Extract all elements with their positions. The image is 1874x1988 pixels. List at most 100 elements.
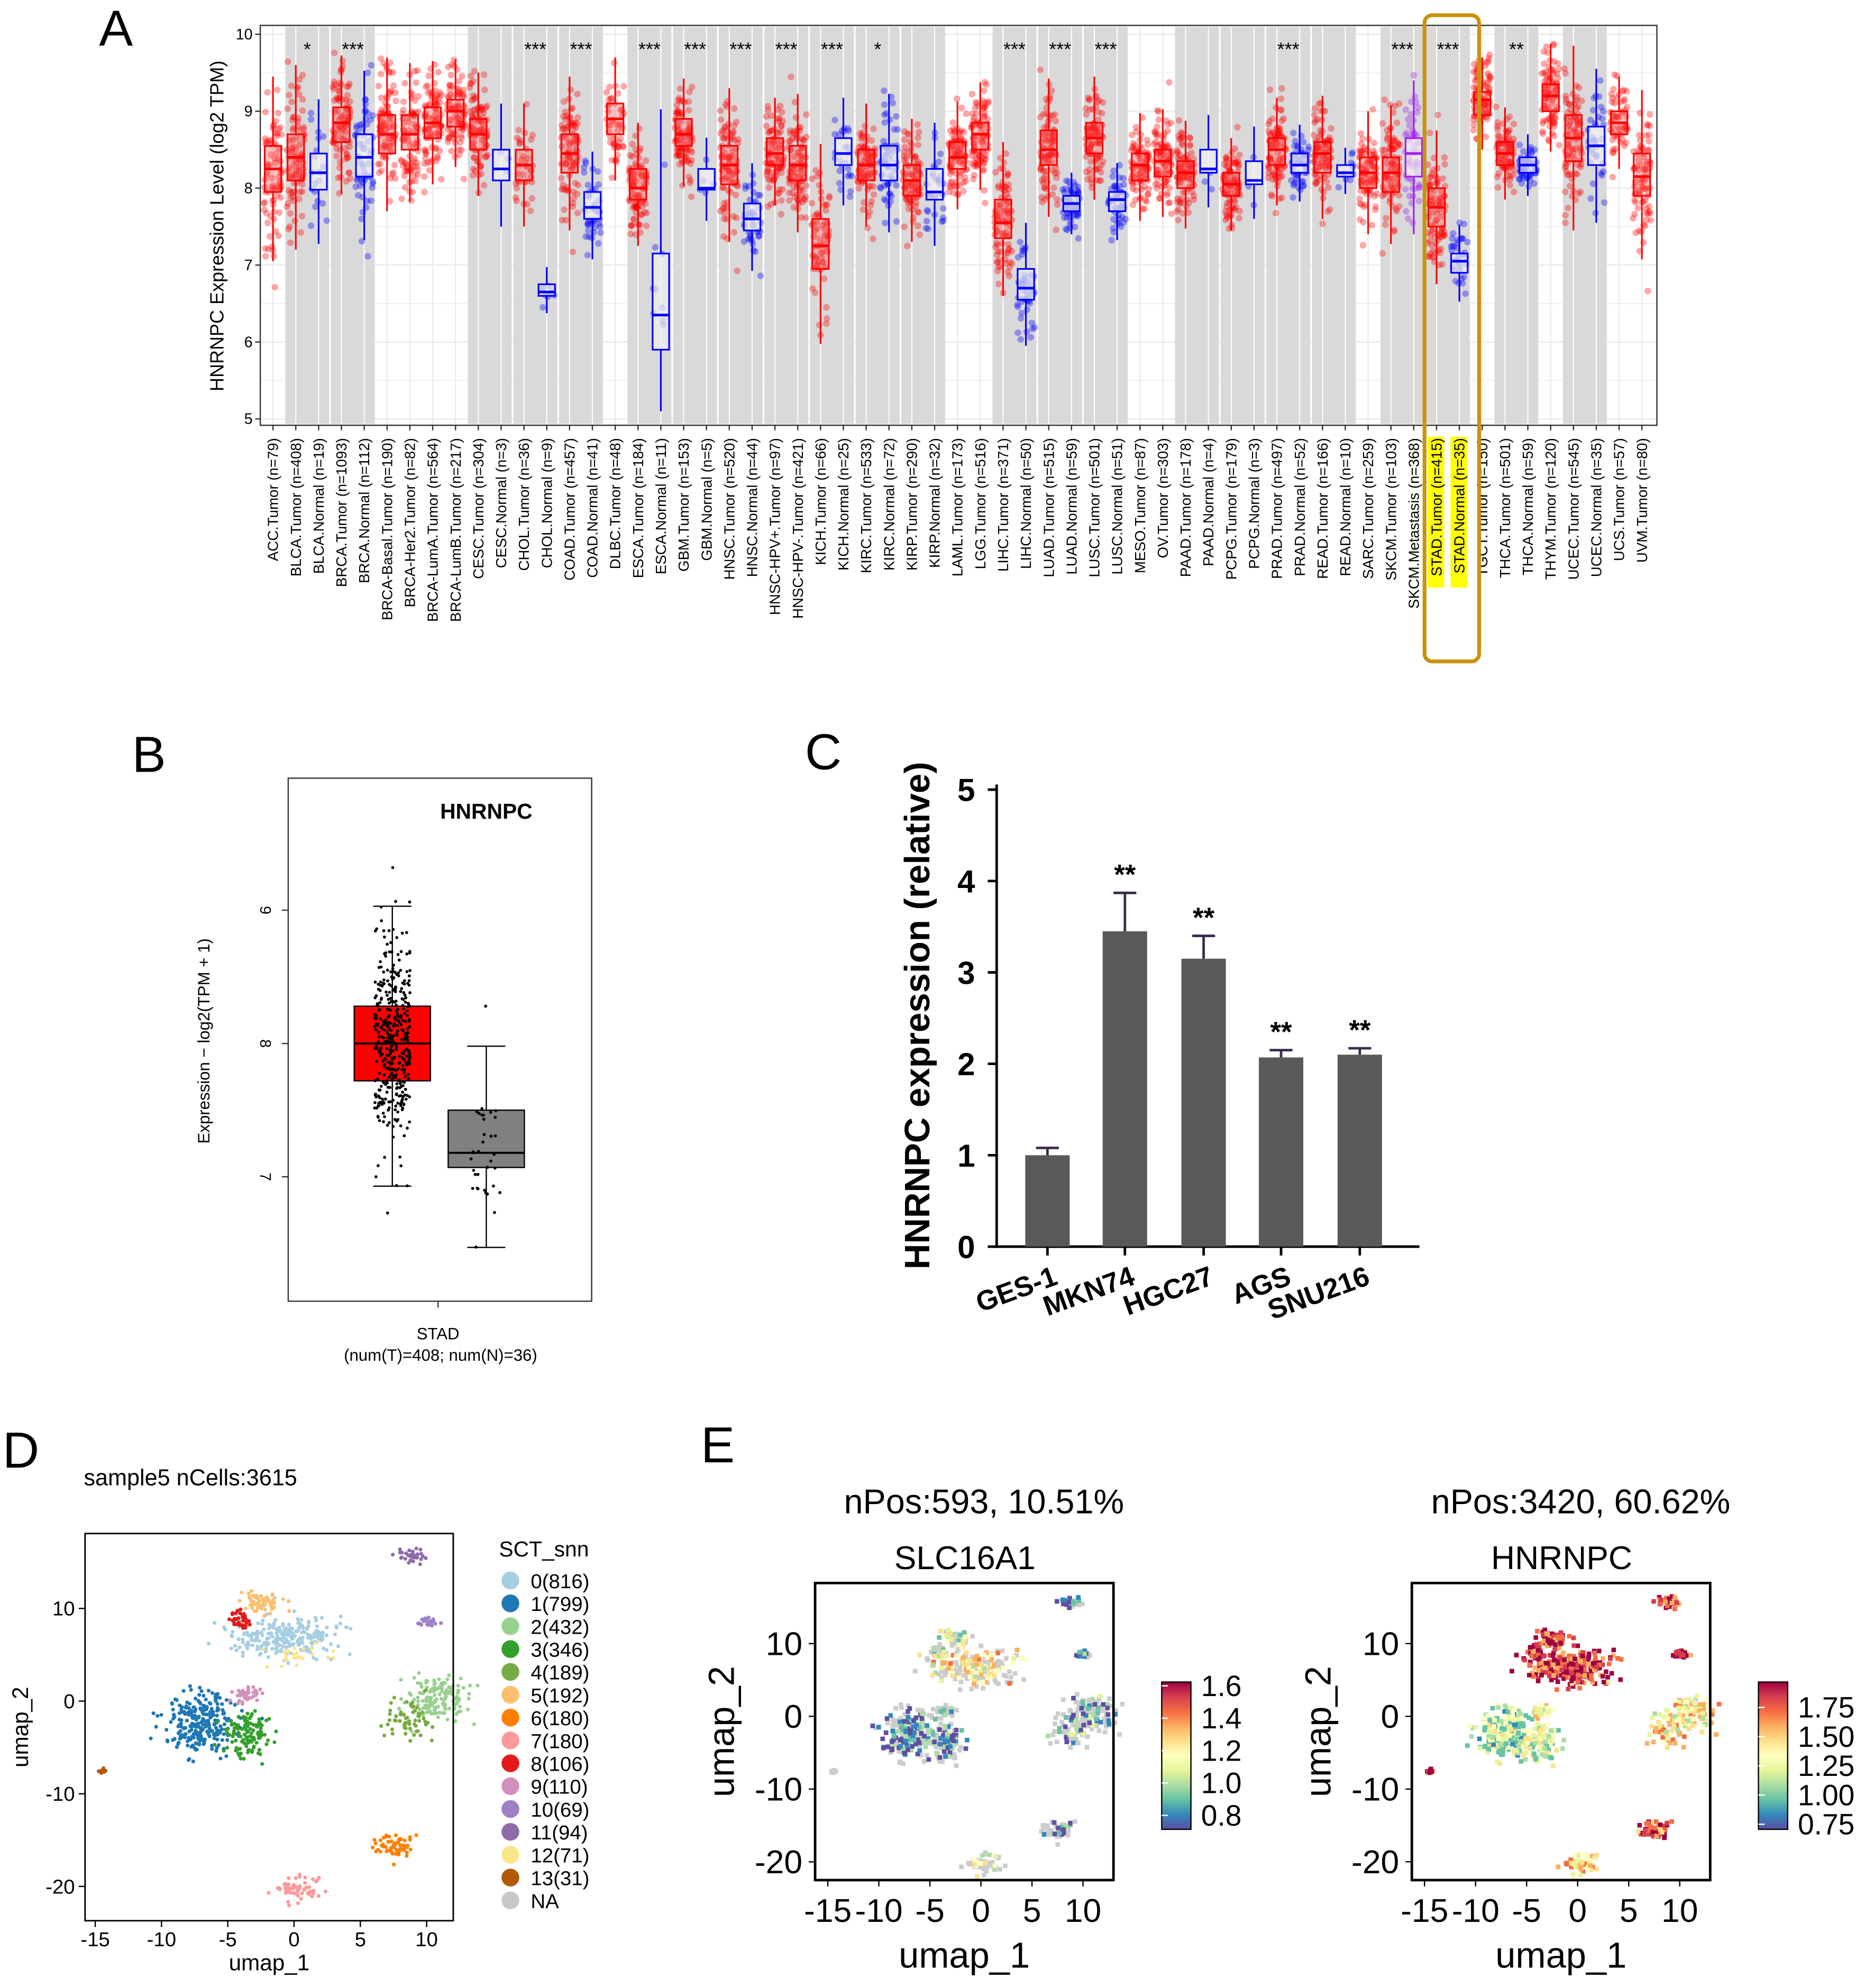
data-point xyxy=(375,83,382,89)
significance-stars: *** xyxy=(638,39,661,60)
data-point xyxy=(1268,193,1276,200)
x-tick-label: CHOL.Normal (n=9) xyxy=(538,438,555,568)
box-iqr xyxy=(1108,191,1127,212)
data-point xyxy=(628,222,636,229)
data-point xyxy=(364,253,371,260)
data-point xyxy=(785,189,793,196)
data-point xyxy=(343,97,350,104)
data-point xyxy=(1464,239,1471,246)
significance-stars: * xyxy=(304,39,311,60)
data-point xyxy=(292,173,299,180)
data-point xyxy=(995,280,1002,288)
data-point xyxy=(1017,239,1023,245)
data-point xyxy=(421,173,428,180)
data-point xyxy=(383,125,391,132)
x-tick-label: THCA.Tumor (n=501) xyxy=(1497,438,1513,578)
data-point xyxy=(261,199,268,206)
x-tick-label: CHOL.Tumor (n=36) xyxy=(516,438,532,571)
data-point xyxy=(1189,188,1196,196)
x-tick-label: STAD.Normal (n=35) xyxy=(1451,438,1468,573)
data-point xyxy=(387,119,395,126)
data-point xyxy=(1003,172,1011,180)
data-point xyxy=(388,140,396,146)
data-point xyxy=(374,1060,378,1064)
box-iqr xyxy=(789,145,807,181)
data-point xyxy=(396,1102,400,1105)
data-point xyxy=(298,173,305,180)
data-point xyxy=(342,155,350,162)
data-point xyxy=(398,1082,402,1085)
data-point xyxy=(307,116,315,123)
data-point xyxy=(1598,172,1606,179)
data-point xyxy=(455,120,463,127)
data-point xyxy=(405,137,412,144)
data-point xyxy=(262,108,269,116)
data-point xyxy=(406,1002,410,1005)
data-point xyxy=(346,175,354,182)
panel-letter-a: A xyxy=(99,0,133,57)
data-point xyxy=(364,197,371,205)
data-point xyxy=(1236,215,1242,222)
data-point xyxy=(1151,128,1158,135)
data-point xyxy=(414,67,421,74)
data-point xyxy=(379,1085,383,1088)
data-point xyxy=(481,86,488,94)
data-point xyxy=(426,100,434,108)
data-point xyxy=(377,1164,380,1167)
data-point xyxy=(1017,336,1024,343)
comparison-band xyxy=(1312,26,1356,424)
data-point xyxy=(341,111,348,118)
data-point xyxy=(382,1073,386,1077)
data-point xyxy=(483,103,490,109)
data-point xyxy=(458,146,465,153)
data-point xyxy=(334,107,341,115)
comparison-band xyxy=(673,26,717,424)
data-point xyxy=(404,114,412,121)
data-point xyxy=(378,144,385,151)
data-point xyxy=(436,148,443,154)
data-point xyxy=(1434,179,1441,186)
data-point xyxy=(752,248,759,255)
comparison-band xyxy=(992,26,1037,424)
data-point xyxy=(405,1047,409,1051)
data-point xyxy=(382,929,386,932)
data-point xyxy=(381,138,389,145)
data-point xyxy=(1109,173,1116,180)
data-point xyxy=(386,1123,389,1127)
data-point xyxy=(1099,99,1107,106)
data-point xyxy=(770,177,777,184)
data-point xyxy=(427,130,434,136)
data-point xyxy=(433,101,441,108)
data-point xyxy=(284,203,290,210)
data-point xyxy=(413,79,420,86)
data-point xyxy=(296,169,303,176)
data-point xyxy=(391,1098,395,1102)
data-point xyxy=(344,154,351,161)
data-point xyxy=(381,1111,385,1115)
data-point xyxy=(268,175,276,182)
data-point xyxy=(331,78,337,85)
data-point xyxy=(275,232,282,240)
data-point xyxy=(290,136,297,143)
data-point xyxy=(368,62,375,69)
data-point xyxy=(717,116,725,123)
data-point xyxy=(1561,164,1568,171)
data-point xyxy=(1311,105,1318,112)
data-point xyxy=(432,99,440,106)
data-point xyxy=(1037,66,1044,74)
data-point xyxy=(845,172,852,180)
data-point xyxy=(1507,172,1514,180)
box-iqr xyxy=(1633,152,1651,197)
data-point xyxy=(685,107,692,114)
data-point xyxy=(356,182,364,189)
data-point xyxy=(388,1075,391,1079)
data-point xyxy=(382,143,389,151)
data-point xyxy=(353,124,360,131)
plot-title: HNRNPC xyxy=(440,799,533,823)
data-point xyxy=(730,229,738,236)
plot-frame xyxy=(259,24,1658,426)
data-point xyxy=(426,159,434,166)
x-tick-label: KICH.Normal (n=25) xyxy=(835,438,852,571)
x-tick-label: BRCA-Basal.Tumor (n=190) xyxy=(379,438,395,620)
x-tick-label: ESCA.Normal (n=11) xyxy=(653,438,669,574)
